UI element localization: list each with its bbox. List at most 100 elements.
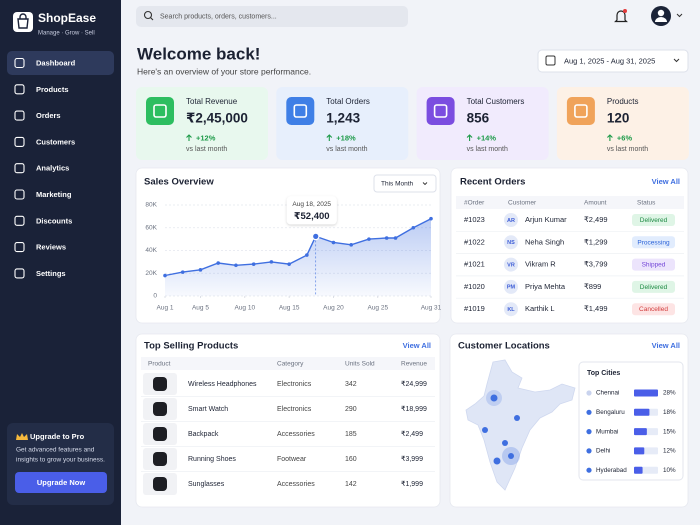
nav-item[interactable]: Dashboard [36, 58, 76, 67]
point [163, 273, 167, 278]
page-subtitle: Here's an overview of your store perform… [137, 66, 311, 76]
order-amount: ₹3,799 [584, 260, 608, 269]
y-tick-label: 20K [145, 270, 157, 277]
customer-initials: PM [507, 285, 516, 291]
city-dot [586, 467, 592, 473]
product-revenue: ₹3,999 [401, 455, 423, 463]
kpi-glyph [153, 104, 167, 118]
view-all-link[interactable]: View All [652, 177, 680, 186]
product-image [153, 377, 167, 391]
status-label: Shipped [642, 262, 666, 269]
chevron[interactable] [676, 13, 683, 18]
point [269, 260, 274, 264]
table-header [141, 357, 435, 370]
kpi-icon [286, 97, 315, 125]
tooltip-value: ₹52,400 [294, 211, 330, 222]
order-id: #1023 [464, 215, 485, 224]
city-share: 10% [663, 467, 676, 474]
status-pill [632, 303, 675, 316]
up-arrow [186, 134, 192, 141]
product-units: 185 [345, 431, 357, 438]
nav-icon [14, 110, 25, 121]
kpi-note: vs last month [186, 146, 227, 153]
order-id: #1022 [464, 237, 485, 246]
upgrade-text: insights to grow your business. [16, 457, 105, 464]
column-header: Units Sold [345, 361, 375, 368]
point [349, 243, 354, 247]
nav-item[interactable]: Orders [36, 111, 61, 120]
order-amount: ₹1,299 [584, 237, 608, 246]
upgrade-button[interactable] [15, 472, 107, 493]
kpi-glyph [574, 104, 588, 118]
city-bar [634, 447, 645, 455]
city-name: Hyderabad [596, 467, 627, 474]
city-share: 18% [663, 409, 676, 416]
search-box[interactable] [136, 6, 408, 27]
nav-icon [14, 57, 25, 69]
nav-active [7, 51, 114, 75]
column-header: Amount [584, 200, 607, 207]
nav: Dashboard Products Orders Customers Analytic… [7, 51, 114, 279]
nav-item[interactable]: Discounts [36, 216, 72, 225]
city-dot [586, 429, 592, 435]
point [331, 240, 336, 245]
brand-tagline: Manage · Grow · Sell [38, 31, 95, 37]
customer-initials: KL [507, 307, 515, 313]
product-revenue: ₹24,999 [401, 380, 427, 388]
x-tick-label: Aug 20 [323, 305, 344, 312]
nav-item[interactable]: Products [36, 85, 69, 94]
product-units: 160 [345, 456, 357, 463]
column-header: Category [277, 361, 304, 368]
sales-area [165, 218, 431, 296]
search-icon [143, 10, 153, 20]
date-range[interactable]: Aug 1, 2025 - Aug 31, 2025 [564, 56, 655, 65]
kpi-note: vs last month [607, 146, 648, 153]
status-label: Delivered [640, 217, 668, 224]
city-bar [634, 389, 658, 397]
y-tick-label: 60K [145, 224, 157, 231]
nav-item[interactable]: Customers [36, 137, 75, 146]
date-picker[interactable] [537, 49, 689, 73]
map-bubble [490, 394, 498, 402]
period-label[interactable]: This Month [381, 181, 414, 188]
card-title: Customer Locations [458, 341, 550, 352]
x-tick-label: Aug 1 [157, 305, 174, 312]
point [234, 263, 238, 268]
view-all-link[interactable]: View All [403, 341, 431, 350]
kpi-value: 856 [467, 111, 490, 126]
order-id: #1019 [464, 304, 485, 313]
tooltip [286, 196, 337, 225]
city-bar [634, 466, 643, 474]
sales-chart: 0 20K 40K 60K 80K Aug 1 Aug 5 Aug 10 Aug 15 Aug 2… [145, 196, 442, 312]
product-image [153, 452, 167, 466]
upgrade-text: Get advanced features and [16, 447, 95, 454]
nav-icon [14, 84, 25, 95]
product-image [153, 477, 167, 491]
point [287, 262, 291, 266]
y-tick-label: 80K [145, 202, 157, 209]
view-all-link[interactable]: View All [652, 341, 680, 350]
search-placeholder[interactable]: Search products, orders, customers... [160, 13, 277, 20]
nav-icon [14, 242, 25, 253]
kpi-icon [426, 97, 455, 125]
nav-item[interactable]: Analytics [36, 164, 69, 173]
nav-item[interactable]: Settings [36, 269, 66, 278]
order-amount: ₹899 [584, 282, 601, 291]
status-pill [632, 258, 675, 271]
city-dot [586, 409, 592, 415]
point [393, 236, 398, 240]
period-select[interactable] [373, 174, 437, 193]
nav-item[interactable]: Marketing [36, 190, 72, 199]
customer-avatar [504, 279, 518, 294]
up-arrow [466, 134, 473, 141]
nav-item[interactable]: Reviews [36, 243, 66, 252]
product-units: 290 [345, 406, 357, 413]
product-category: Footwear [277, 456, 307, 463]
upgrade-button-label[interactable]: Upgrade Now [37, 478, 86, 487]
map-bubble [514, 415, 520, 421]
india-map [465, 359, 576, 491]
upgrade-title: Upgrade to Pro [30, 432, 85, 441]
customer-initials: NS [507, 240, 515, 246]
customer-avatar [504, 302, 518, 317]
chevron [422, 182, 428, 186]
